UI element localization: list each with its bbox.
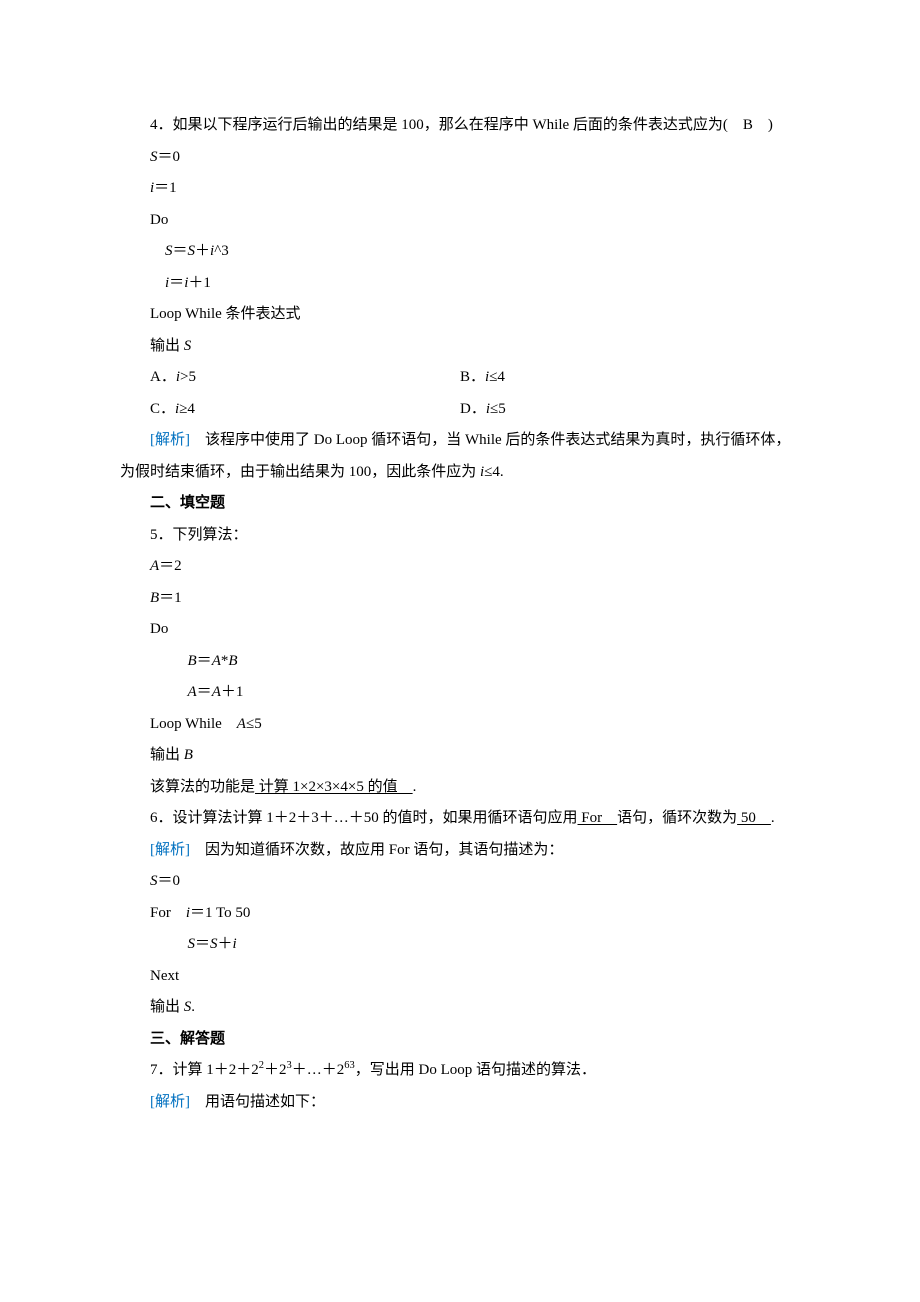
q5-tail: 该算法的功能是 计算 1×2×3×4×5 的值 . <box>120 772 800 804</box>
q7-stem: 7．计算 1＋2＋22＋23＋…＋263，写出用 Do Loop 语句描述的算法… <box>120 1055 800 1087</box>
q4-code-5: i＝i＋1 <box>120 268 800 300</box>
q5-code-1: A＝2 <box>120 551 800 583</box>
q4-stem: 4．如果以下程序运行后输出的结果是 100，那么在程序中 While 后面的条件… <box>120 110 800 142</box>
q4-code-1: S＝0 <box>120 142 800 174</box>
q4-opt-b: B．i≤4 <box>460 362 800 394</box>
q5-code-2: B＝1 <box>120 583 800 615</box>
q4-opt-a: A．i>5 <box>120 362 460 394</box>
q6-stem-c: . <box>771 810 775 826</box>
q4-opt-d: D．i≤5 <box>460 394 800 426</box>
q6-stem-b: 语句，循环次数为 <box>617 810 737 826</box>
q5-code-5: A＝A＋1 <box>120 677 800 709</box>
analysis-label: [解析] <box>150 1094 190 1110</box>
document-page: 4．如果以下程序运行后输出的结果是 100，那么在程序中 While 后面的条件… <box>0 0 920 1302</box>
q6-code-3: S＝S＋i <box>120 929 800 961</box>
q4-options-row1: A．i>5 B．i≤4 <box>120 362 800 394</box>
q6-stem-u2: 50 <box>737 810 771 826</box>
q5-code-7: 输出 B <box>120 740 800 772</box>
q6-code-4: Next <box>120 961 800 993</box>
q4-opt-c: C．i≥4 <box>120 394 460 426</box>
q6-stem-u1: For <box>578 810 618 826</box>
q5-code-3: Do <box>120 614 800 646</box>
q6-code-5: 输出 S. <box>120 992 800 1024</box>
q4-code-6: Loop While 条件表达式 <box>120 299 800 331</box>
q7-analysis: [解析] 用语句描述如下： <box>120 1087 800 1119</box>
q4-code-4: S＝S＋i^3 <box>120 236 800 268</box>
analysis-label: [解析] <box>150 432 190 448</box>
q4-code-2: i＝1 <box>120 173 800 205</box>
q6-analysis: [解析] 因为知道循环次数，故应用 For 语句，其语句描述为： <box>120 835 800 867</box>
q6-analysis-body: 因为知道循环次数，故应用 For 语句，其语句描述为： <box>190 842 563 858</box>
section3-heading: 三、解答题 <box>120 1024 800 1056</box>
q6-stem-a: 6．设计算法计算 1＋2＋3＋…＋50 的值时，如果用循环语句应用 <box>150 810 578 826</box>
q5-code-6: Loop While A≤5 <box>120 709 800 741</box>
q6-stem: 6．设计算法计算 1＋2＋3＋…＋50 的值时，如果用循环语句应用 For 语句… <box>120 803 800 835</box>
q5-tail-u: 计算 1×2×3×4×5 的值 <box>255 779 413 795</box>
q7-analysis-body: 用语句描述如下： <box>190 1094 325 1110</box>
q4-stem-text: 4．如果以下程序运行后输出的结果是 100，那么在程序中 While 后面的条件… <box>150 117 773 133</box>
q5-tail-b: . <box>413 779 417 795</box>
q5-code-4: B＝A*B <box>120 646 800 678</box>
q5-tail-a: 该算法的功能是 <box>150 779 255 795</box>
q6-code-1: S＝0 <box>120 866 800 898</box>
q4-code-7: 输出 S <box>120 331 800 363</box>
section2-heading: 二、填空题 <box>120 488 800 520</box>
q4-code-3: Do <box>120 205 800 237</box>
q4-options-row2: C．i≥4 D．i≤5 <box>120 394 800 426</box>
analysis-label: [解析] <box>150 842 190 858</box>
q5-stem: 5．下列算法： <box>120 520 800 552</box>
q4-analysis-body: 该程序中使用了 Do Loop 循环语句，当 While 后的条件表达式结果为真… <box>120 432 790 480</box>
q6-code-2: For i＝1 To 50 <box>120 898 800 930</box>
q4-analysis: [解析] 该程序中使用了 Do Loop 循环语句，当 While 后的条件表达… <box>120 425 800 488</box>
